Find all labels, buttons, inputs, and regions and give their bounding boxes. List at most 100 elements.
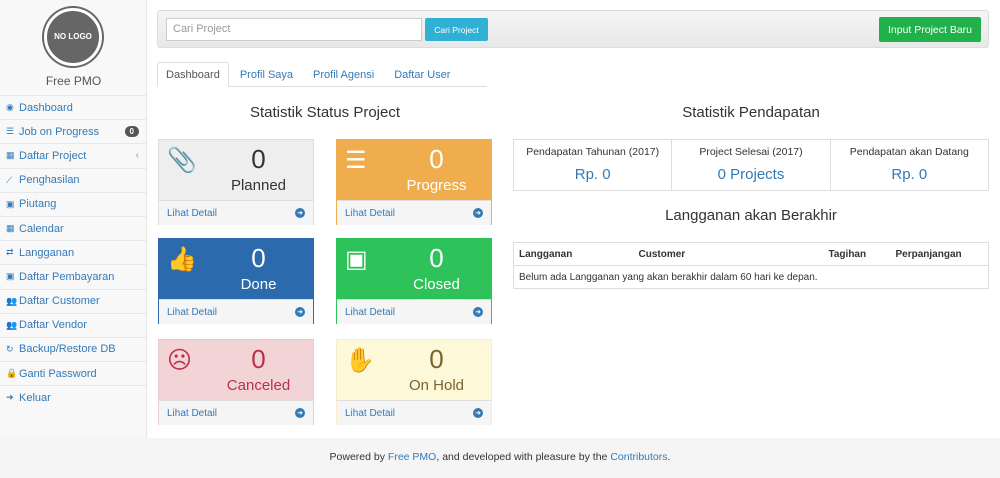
panel-body: 📎 0 Planned [159, 140, 313, 200]
sidebar-item-label: Backup/Restore DB [19, 343, 116, 356]
money-icon: ▣ [345, 246, 368, 273]
income-title: Statistik Pendapatan [682, 104, 820, 121]
count-badge: 0 [124, 126, 139, 138]
footer-text: Powered by [329, 451, 388, 463]
stat-projects-done: Project Selesai (2017) 0 Projects [672, 140, 831, 190]
col-customer: Customer [633, 242, 824, 266]
contributors-link[interactable]: Contributors [610, 451, 668, 463]
sidebar-item-job-on-progress[interactable]: ☰ Job on Progress 0 [0, 119, 147, 143]
tab-profil-saya[interactable]: Profil Saya [239, 69, 294, 81]
retweet-icon: ⇄ [6, 247, 14, 258]
view-detail-label: Lihat Detail [167, 207, 218, 219]
tab-dashboard[interactable]: Dashboard [157, 62, 229, 87]
panel-label: Closed [413, 276, 460, 293]
sidebar-item-penghasilan[interactable]: ⟋ Penghasilan [0, 167, 147, 192]
status-panel-planned: 📎 0 Planned Lihat Detail ➜ [158, 139, 314, 225]
arrow-circle-right-icon: ➜ [473, 307, 483, 317]
line-chart-icon: ⟋ [6, 174, 13, 185]
sidebar-item-label: Job on Progress [19, 125, 100, 138]
panel-body: 👍 0 Done [159, 239, 313, 299]
top-toolbar: Cari Project Cari Project Input Project … [157, 10, 989, 48]
stat-annual-income: Pendapatan Tahunan (2017) Rp. 0 [514, 140, 673, 190]
users-icon: 👥 [6, 295, 18, 306]
view-detail-link[interactable]: Lihat Detail ➜ [159, 299, 313, 324]
sidebar-item-label: Ganti Password [19, 367, 97, 380]
brand-name: Free PMO [45, 74, 102, 88]
sidebar-item-daftar-vendor[interactable]: 👥 Daftar Vendor [0, 312, 147, 337]
sidebar-item-label: Daftar Project [19, 149, 87, 162]
sidebar-item-backup-restore-db[interactable]: ↻ Backup/Restore DB [0, 336, 147, 361]
status-panel-closed: ▣ 0 Closed Lihat Detail ➜ [336, 238, 492, 324]
footer-text: . [667, 451, 671, 463]
table-row: Belum ada Langganan yang akan berakhir d… [514, 266, 989, 289]
arrow-circle-right-icon: ➜ [295, 208, 305, 218]
col-tagihan: Tagihan [823, 242, 891, 266]
view-detail-label: Lihat Detail [167, 407, 218, 419]
panel-label: Canceled [226, 377, 291, 394]
chevron-left-icon[interactable]: ‹ [135, 150, 139, 162]
sidebar-item-label: Langganan [19, 246, 75, 259]
status-panel-canceled: ☹ 0 Canceled Lihat Detail ➜ [158, 339, 314, 425]
tasks-icon: ☰ [6, 126, 15, 137]
table-header: Langganan Customer Tagihan Perpanjangan [513, 242, 989, 266]
new-project-button[interactable]: Input Project Baru [879, 17, 981, 42]
sidebar-item-dashboard[interactable]: ◉ Dashboard [0, 95, 147, 119]
view-detail-link[interactable]: Lihat Detail ➜ [159, 400, 313, 425]
panel-count: 0 [429, 144, 444, 174]
sidebar-item-daftar-pembayaran[interactable]: ▣ Daftar Pembayaran [0, 264, 147, 288]
expiring-title: Langganan akan Berakhir [665, 207, 837, 224]
view-detail-label: Lihat Detail [167, 306, 218, 318]
status-panel-progress: ☰ 0 Progress Lihat Detail ➜ [336, 139, 492, 225]
panel-count: 0 [251, 243, 266, 273]
sidebar-item-label: Penghasilan [19, 174, 80, 187]
sidebar-item-label: Piutang [19, 198, 57, 211]
stat-label: Pendapatan akan Datang [849, 146, 969, 158]
footer: Powered by Free PMO, and developed with … [0, 438, 1000, 478]
panel-count: 0 [251, 344, 266, 374]
panel-label: Planned [230, 177, 287, 194]
stat-label: Project Selesai (2017) [699, 146, 803, 158]
sidebar-item-label: Daftar Customer [19, 295, 100, 308]
col-perpanjangan: Perpanjangan [890, 242, 989, 266]
free-pmo-link[interactable]: Free PMO [387, 451, 437, 463]
search-button[interactable]: Cari Project [425, 18, 488, 41]
view-detail-label: Lihat Detail [345, 306, 396, 318]
view-detail-link[interactable]: Lihat Detail ➜ [337, 200, 491, 225]
sidebar-item-keluar[interactable]: ➜ Keluar [0, 385, 147, 409]
panel-label: On Hold [408, 377, 465, 394]
refresh-icon: ↻ [6, 343, 14, 354]
calendar-icon: ▦ [6, 223, 15, 234]
sidebar-item-calendar[interactable]: ▦ Calendar [0, 215, 147, 240]
money-icon: ▣ [6, 198, 15, 209]
sidebar-item-label: Dashboard [19, 101, 73, 114]
users-icon: 👥 [6, 319, 18, 330]
sign-out-icon: ➜ [6, 392, 14, 403]
panel-body: ▣ 0 Closed [337, 239, 491, 299]
view-detail-link[interactable]: Lihat Detail ➜ [337, 299, 491, 324]
sidebar-item-daftar-customer[interactable]: 👥 Daftar Customer [0, 288, 147, 313]
panel-body: ✋ 0 On Hold [337, 340, 491, 400]
sidebar-item-daftar-project[interactable]: ▦ Daftar Project ‹ [0, 143, 147, 167]
view-detail-link[interactable]: Lihat Detail ➜ [159, 200, 313, 225]
sidebar-nav: ◉ Dashboard ☰ Job on Progress 0 ▦ Daftar Proje… [0, 95, 147, 409]
panel-label: Progress [406, 177, 467, 194]
stat-label: Pendapatan Tahunan (2017) [526, 146, 660, 158]
tabs: Dashboard Profil Saya Profil Agensi Daft… [157, 62, 487, 87]
hand-icon: ✋ [345, 347, 375, 374]
tab-daftar-user[interactable]: Daftar User [394, 69, 451, 81]
col-langganan: Langganan [513, 242, 634, 266]
tab-profil-agensi[interactable]: Profil Agensi [313, 69, 375, 81]
sidebar: NO LOGO Free PMO ◉ Dashboard ☰ Job on Progr… [0, 0, 147, 438]
sidebar-item-label: Keluar [19, 391, 51, 404]
sidebar-item-langganan[interactable]: ⇄ Langganan [0, 240, 147, 264]
sidebar-item-piutang[interactable]: ▣ Piutang [0, 191, 147, 216]
sidebar-item-ganti-password[interactable]: 🔒 Ganti Password [0, 361, 147, 385]
arrow-circle-right-icon: ➜ [295, 408, 305, 418]
status-panel-on-hold: ✋ 0 On Hold Lihat Detail ➜ [336, 339, 492, 425]
search-input[interactable]: Cari Project [166, 18, 422, 41]
view-detail-link[interactable]: Lihat Detail ➜ [337, 400, 491, 425]
sidebar-item-label: Calendar [19, 222, 64, 235]
panel-body: ☰ 0 Progress [337, 140, 491, 200]
stat-value: Rp. 0 [891, 166, 928, 183]
stat-value: Rp. 0 [574, 166, 611, 183]
